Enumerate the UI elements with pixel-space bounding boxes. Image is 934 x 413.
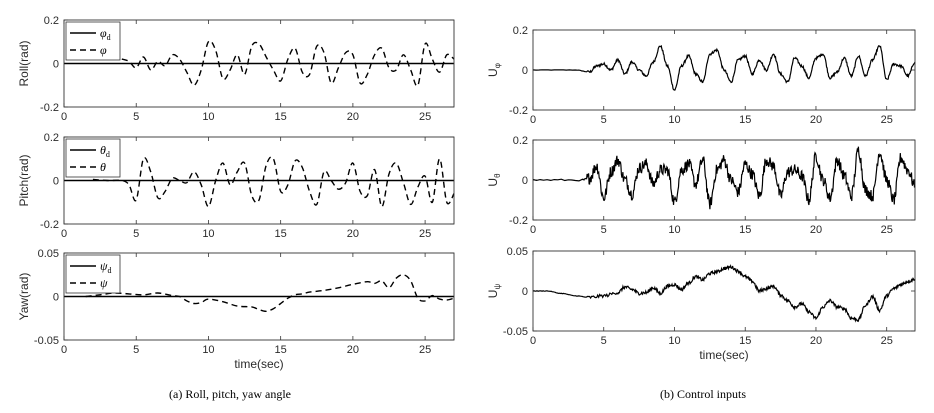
x-tick-label: 5	[601, 335, 607, 347]
x-tick-label: 15	[275, 111, 287, 123]
legend-box	[65, 138, 121, 178]
x-tick-label: 10	[202, 228, 214, 240]
y-tick-label: 0.05	[507, 246, 528, 258]
x-tick-label: 25	[881, 224, 893, 236]
series-line-actual	[92, 156, 455, 208]
x-tick-label: 10	[202, 344, 214, 356]
y-tick-label: 0.05	[38, 248, 59, 260]
chart-u_phi: 0 5 10 15 20 25-0.200.2Uφ	[486, 25, 916, 126]
y-axis-label: Roll(rad)	[17, 40, 31, 86]
x-tick-label: 0	[530, 224, 536, 236]
series-line-actual	[121, 40, 455, 87]
x-tick-label: 20	[347, 344, 359, 356]
x-tick-label: 25	[419, 228, 431, 240]
x-tick-label: 25	[881, 335, 893, 347]
axes-frame	[532, 29, 916, 111]
axes-frame	[532, 139, 916, 221]
x-tick-label: 20	[347, 228, 359, 240]
x-tick-label: 0	[61, 344, 67, 356]
chart-u_theta: 0 5 10 15 20 25-0.200.2Uθ	[486, 135, 916, 236]
x-tick-label: 20	[810, 224, 822, 236]
caption-right: (b) Control inputs	[660, 387, 746, 401]
x-tick-label: 25	[419, 344, 431, 356]
x-axis-label: time(sec)	[234, 357, 283, 371]
y-axis-label: Uφ	[486, 63, 502, 77]
x-tick-label: 5	[133, 228, 139, 240]
caption-left: (a) Roll, pitch, yaw angle	[169, 387, 291, 401]
x-tick-label: 10	[668, 114, 680, 126]
y-tick-label: 0	[522, 175, 528, 187]
legend-label: θd	[100, 143, 110, 159]
legend-box	[65, 21, 121, 61]
legend-label-subscript: d	[107, 266, 111, 275]
x-tick-label: 10	[202, 111, 214, 123]
axes-frame	[63, 19, 455, 108]
x-tick-label: 0	[530, 114, 536, 126]
y-tick-label: 0.2	[513, 135, 528, 147]
y-tick-label: 0	[522, 286, 528, 298]
y-tick-label: 0.2	[44, 132, 59, 144]
y-axis-label-subscript: φ	[493, 63, 502, 68]
y-axis-label-subscript: θ	[493, 173, 502, 178]
y-tick-label: 0	[53, 176, 59, 188]
legend-label-subscript: d	[107, 33, 111, 42]
x-tick-label: 15	[739, 114, 751, 126]
legend-label: φd	[100, 26, 111, 42]
x-tick-label: 15	[739, 335, 751, 347]
y-tick-label: -0.05	[503, 326, 528, 338]
y-tick-label: 0.2	[513, 25, 528, 37]
x-tick-label: 20	[810, 114, 822, 126]
legend-label: ψd	[100, 259, 111, 275]
x-tick-label: 0	[61, 111, 67, 123]
x-tick-label: 25	[881, 114, 893, 126]
legend-box	[65, 254, 121, 294]
x-tick-label: 15	[275, 344, 287, 356]
x-tick-label: 15	[275, 228, 287, 240]
x-tick-label: 10	[668, 335, 680, 347]
legend-label: ψ	[100, 276, 108, 290]
y-axis-label: Pitch(rad)	[17, 154, 31, 206]
x-tick-label: 10	[668, 224, 680, 236]
y-tick-label: 0.2	[44, 15, 59, 27]
x-tick-label: 20	[347, 111, 359, 123]
y-axis-label: Yaw(rad)	[17, 273, 31, 321]
y-axis-label: Uψ	[486, 284, 502, 299]
x-tick-label: 5	[133, 344, 139, 356]
x-tick-label: 15	[739, 224, 751, 236]
series-line-control	[532, 146, 916, 210]
y-tick-label: -0.2	[40, 219, 59, 231]
x-axis-label: time(sec)	[699, 348, 748, 362]
legend-label-subscript: d	[106, 150, 110, 159]
x-tick-label: 5	[133, 111, 139, 123]
series-line-control	[532, 263, 916, 323]
axes-frame	[63, 252, 455, 341]
y-axis-label-subscript: ψ	[493, 284, 502, 290]
axes-frame	[532, 250, 916, 332]
legend-label: φ	[100, 43, 107, 57]
y-axis-label: Uθ	[486, 173, 502, 187]
x-tick-label: 5	[601, 114, 607, 126]
axes-frame	[63, 136, 455, 225]
series-line-control	[532, 45, 916, 91]
y-tick-label: -0.2	[509, 215, 528, 227]
y-tick-label: -0.2	[509, 105, 528, 117]
x-tick-label: 0	[530, 335, 536, 347]
series-line-actual	[85, 274, 455, 313]
y-tick-label: 0	[53, 59, 59, 71]
legend-label: θ	[100, 160, 106, 174]
y-tick-label: 0	[522, 65, 528, 77]
y-tick-label: -0.05	[34, 335, 59, 347]
x-tick-label: 25	[419, 111, 431, 123]
y-tick-label: -0.2	[40, 102, 59, 114]
x-tick-label: 0	[61, 228, 67, 240]
x-tick-label: 20	[810, 335, 822, 347]
y-tick-label: 0	[53, 292, 59, 304]
x-tick-label: 5	[601, 224, 607, 236]
